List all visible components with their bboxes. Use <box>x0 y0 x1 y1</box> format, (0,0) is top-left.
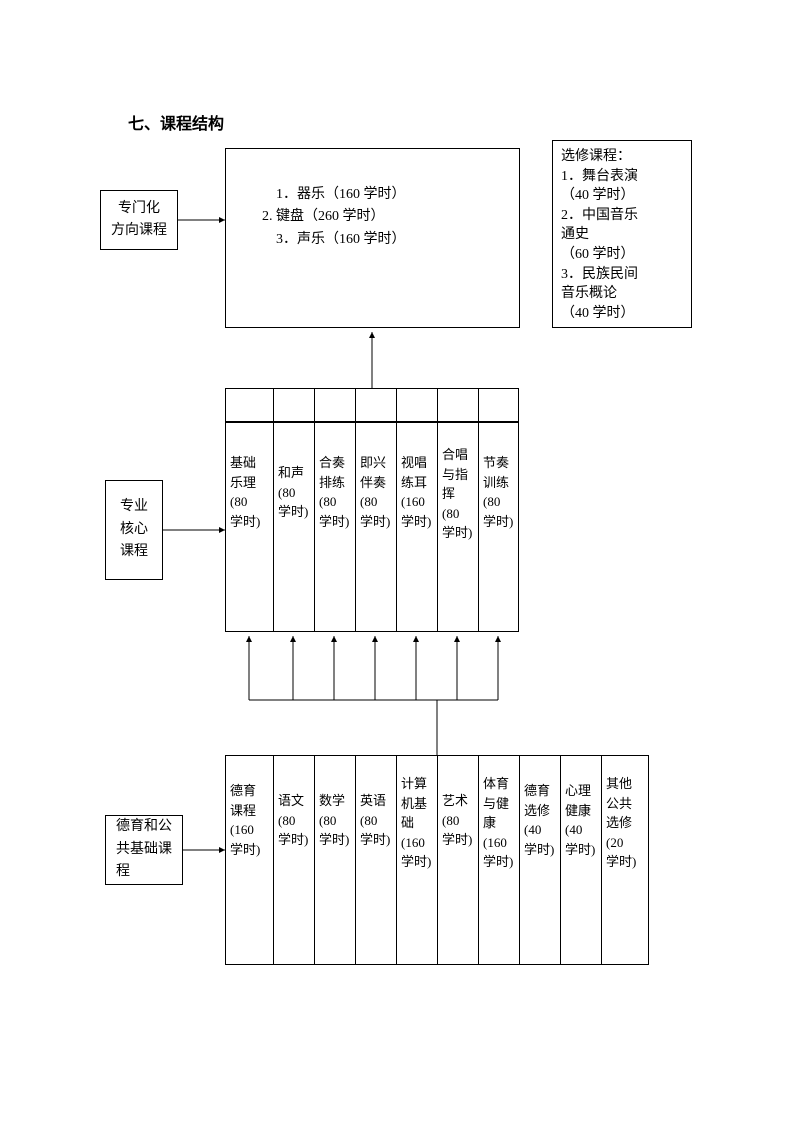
connectors <box>0 0 800 1132</box>
